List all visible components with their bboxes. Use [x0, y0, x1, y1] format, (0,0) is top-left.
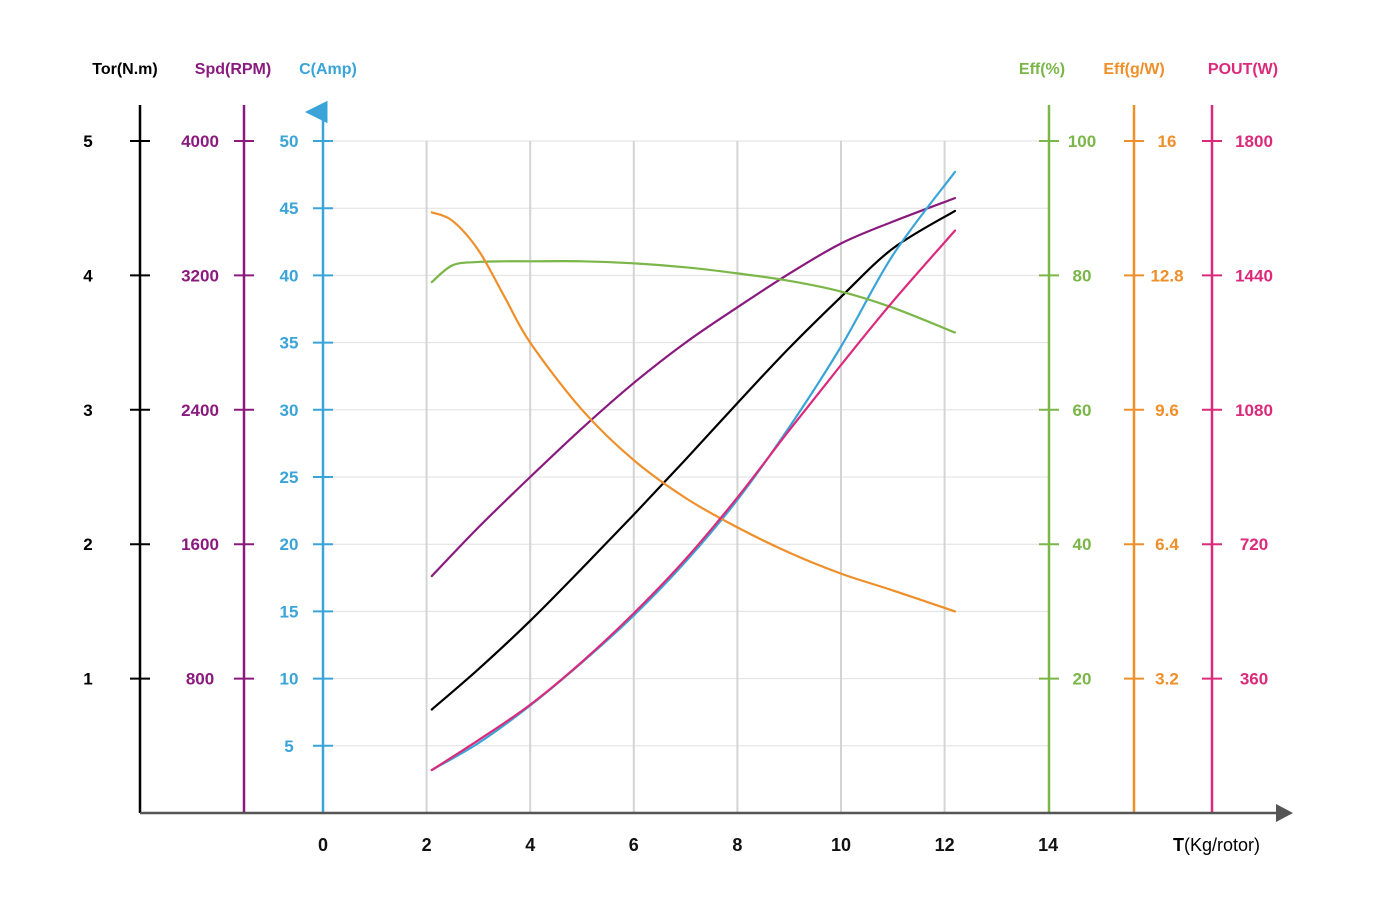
x-tick-label: 14: [1038, 835, 1058, 855]
x-tick-label: 10: [831, 835, 851, 855]
tor-series-line: [430, 209, 957, 711]
x-axis-title-rest: (Kg/rotor): [1184, 835, 1260, 855]
amp-tick-label: 45: [280, 199, 299, 218]
spd-axis-title: Spd(RPM): [195, 61, 271, 78]
amp-tick-label: 20: [280, 535, 299, 554]
series-lines: [430, 170, 957, 772]
x-tick-label: 12: [935, 835, 955, 855]
pout-tick-label: 720: [1240, 535, 1268, 554]
tor-axis-title: Tor(N.m): [92, 61, 157, 78]
tor-tick-label: 1: [83, 670, 92, 689]
spd-tick-label: 1600: [181, 535, 219, 554]
pout-tick-label: 1440: [1235, 266, 1273, 285]
effg-tick-label: 12.8: [1150, 266, 1183, 285]
x-tick-label: 6: [629, 835, 639, 855]
effg-tick-label: 6.4: [1155, 535, 1179, 554]
amp-tick-label: 25: [280, 468, 299, 487]
tor-tick-label: 5: [83, 132, 92, 151]
tor-tick-label: 2: [83, 535, 92, 554]
amp-tick-label: 10: [280, 670, 299, 689]
x-tick-label: 8: [732, 835, 742, 855]
x-axis-title-bold: T: [1173, 835, 1184, 855]
spd-series-line: [430, 197, 957, 578]
x-tick-label: 2: [422, 835, 432, 855]
tor-tick-label: 3: [83, 401, 92, 420]
eff-series-line: [430, 260, 957, 334]
spd-tick-label: 3200: [181, 266, 219, 285]
spd-tick-label: 4000: [181, 132, 219, 151]
pout-axis-title: POUT(W): [1208, 61, 1278, 78]
amp-axis-title: C(Amp): [299, 61, 357, 78]
pout-series-line: [430, 229, 957, 772]
amp-tick-label: 50: [280, 132, 299, 151]
eff-tick-label: 60: [1073, 401, 1092, 420]
effg-tick-label: 3.2: [1155, 670, 1179, 689]
effg-tick-label: 9.6: [1155, 401, 1179, 420]
eff-tick-label: 40: [1073, 535, 1092, 554]
amp-tick-label: 5: [284, 737, 293, 756]
spd-tick-label: 2400: [181, 401, 219, 420]
pout-tick-label: 1080: [1235, 401, 1273, 420]
grid: [323, 140, 1049, 813]
x-tick-label: 0: [318, 835, 328, 855]
eff-tick-label: 80: [1073, 266, 1092, 285]
x-axis-title: T(Kg/rotor): [1173, 835, 1260, 855]
amp-tick-label: 15: [280, 602, 299, 621]
x-axis-arrow: [1276, 804, 1293, 822]
axes: [130, 100, 1293, 822]
eff-tick-label: 100: [1068, 132, 1096, 151]
amp-tick-label: 40: [280, 266, 299, 285]
x-tick-label: 4: [525, 835, 535, 855]
eff-axis-title: Eff(%): [1019, 61, 1065, 78]
pout-tick-label: 1800: [1235, 132, 1273, 151]
tor-tick-label: 4: [83, 266, 93, 285]
effg-series-line: [430, 211, 957, 613]
pout-tick-label: 360: [1240, 670, 1268, 689]
spd-tick-label: 800: [186, 670, 214, 689]
axis-labels: 12345Tor(N.m)8001600240032004000Spd(RPM)…: [83, 61, 1278, 855]
amp-tick-label: 35: [280, 334, 299, 353]
eff-tick-label: 20: [1073, 670, 1092, 689]
effg-tick-label: 16: [1158, 132, 1177, 151]
amp-tick-label: 30: [280, 401, 299, 420]
effg-axis-title: Eff(g/W): [1103, 61, 1164, 78]
